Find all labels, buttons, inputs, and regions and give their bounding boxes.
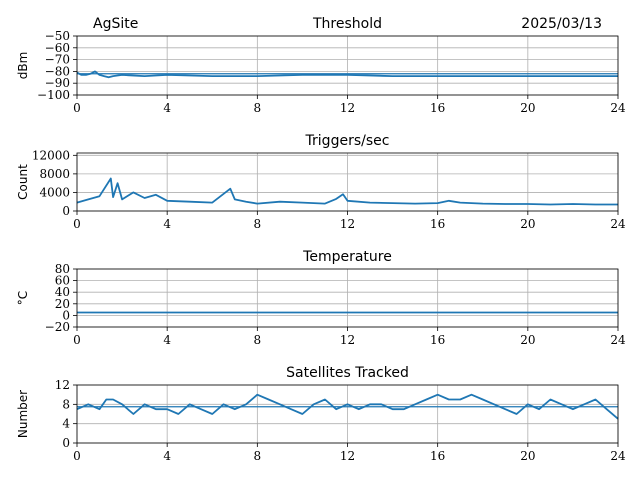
- x-tick-label: 0: [73, 333, 81, 347]
- date-label: 2025/03/13: [521, 16, 602, 32]
- y-axis-label: Count: [16, 164, 30, 200]
- x-tick-label: 0: [73, 101, 81, 115]
- y-tick-label: 8: [62, 397, 70, 411]
- y-tick-label: 0: [62, 308, 70, 322]
- y-tick-label: 0: [62, 204, 70, 218]
- x-tick-label: 8: [254, 217, 262, 231]
- x-tick-label: 12: [340, 101, 355, 115]
- y-tick-label: −100: [37, 88, 70, 102]
- y-axis-label: °C: [16, 291, 30, 305]
- x-tick-label: 12: [340, 217, 355, 231]
- y-tick-label: 40: [55, 285, 70, 299]
- y-tick-label: 20: [55, 297, 70, 311]
- series-line-1: [76, 177, 618, 206]
- x-tick-label: 20: [520, 217, 535, 231]
- x-tick-label: 12: [340, 333, 355, 347]
- y-tick-label: −20: [45, 320, 70, 334]
- x-tick-label: 16: [430, 101, 445, 115]
- panel-title: Threshold: [312, 16, 382, 32]
- chart-panels: 0 4 8 12 16 20 24 −100−90−80−70−60−50 Threshold d…: [16, 16, 626, 463]
- x-tick-label: 12: [340, 449, 355, 463]
- x-tick-label: 4: [163, 449, 171, 463]
- panel-title: Temperature: [302, 249, 392, 265]
- series-line-1: [76, 393, 619, 420]
- y-tick-label: 0: [62, 436, 70, 450]
- y-axis-label: dBm: [16, 52, 30, 80]
- y-tick-label: 60: [55, 274, 70, 288]
- panel-title: Triggers/sec: [305, 133, 390, 149]
- x-tick-label: 8: [254, 449, 262, 463]
- x-tick-label: 24: [610, 449, 626, 463]
- y-tick-label: 80: [55, 262, 70, 276]
- x-tick-label: 20: [520, 333, 535, 347]
- x-tick-label: 24: [610, 101, 626, 115]
- x-tick-label: 24: [610, 333, 626, 347]
- panel-2: 0 4 8 12 16 20 24 0 4000 8000 12000 Triggers/sec Cou…: [16, 133, 626, 231]
- x-tick-label: 20: [520, 101, 535, 115]
- y-axis-label: Number: [16, 390, 30, 438]
- site-name-label: AgSite: [93, 16, 138, 32]
- y-tick-label: 12000: [32, 148, 70, 162]
- x-tick-label: 0: [73, 217, 81, 231]
- y-tick-label: −80: [45, 64, 70, 78]
- y-tick-label: 4000: [39, 185, 70, 199]
- y-tick-label: −70: [45, 53, 70, 67]
- series-line-1: [76, 70, 618, 79]
- x-tick-label: 8: [254, 101, 262, 115]
- y-tick-label: 8000: [39, 167, 70, 181]
- y-tick-label: 4: [62, 417, 70, 431]
- x-tick-label: 16: [430, 449, 445, 463]
- y-tick-label: −90: [45, 76, 70, 90]
- panel-1: 0 4 8 12 16 20 24 −100−90−80−70−60−50 Threshold d…: [16, 16, 626, 115]
- y-tick-label: 12: [55, 378, 70, 392]
- x-tick-label: 4: [163, 217, 171, 231]
- x-tick-label: 4: [163, 101, 171, 115]
- x-tick-label: 20: [520, 449, 535, 463]
- x-tick-label: 16: [430, 217, 445, 231]
- x-tick-label: 24: [610, 217, 626, 231]
- x-tick-label: 8: [254, 333, 262, 347]
- panel-4: 0 4 8 12 16 20 24 0 4 8 12 Satellites Tracked Number: [16, 365, 626, 463]
- x-tick-label: 16: [430, 333, 445, 347]
- y-tick-label: −50: [45, 29, 70, 43]
- x-tick-label: 4: [163, 333, 171, 347]
- panel-title: Satellites Tracked: [286, 365, 409, 381]
- x-tick-label: 0: [73, 449, 81, 463]
- y-tick-label: −60: [45, 41, 70, 55]
